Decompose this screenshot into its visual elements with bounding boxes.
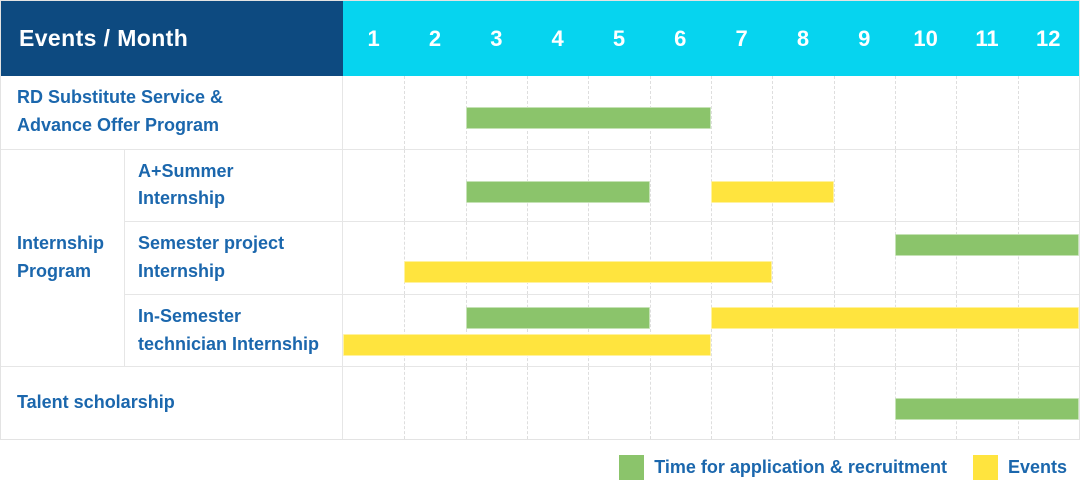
month-header-9: 9 [858,25,871,51]
month-gridline [956,76,958,149]
month-gridline [465,294,467,367]
month-gridline [895,76,896,149]
month-gridline [895,294,896,367]
month-gridline [895,222,896,294]
month-gridline [588,294,590,367]
row-label-talent-scholarship: Talent scholarship [1,366,343,439]
month-gridline [956,294,958,367]
label-text: In-Semester [138,305,242,326]
label-text: technician Internship [138,333,320,354]
label-text: Semester project [138,233,285,254]
month-gridline [465,222,467,294]
month-header-6: 6 [674,25,687,51]
legend-item-application: Time for application & recruitment [619,454,947,480]
month-header-12: 12 [1036,25,1061,51]
month-gridline [649,294,651,367]
month-gridline [956,149,958,222]
label-text: Internship [17,233,105,254]
month-gridline [527,294,528,367]
gantt-bar-events [711,306,1079,329]
gantt-bar-events [343,333,711,356]
month-gridline [1017,222,1019,294]
month-gridline [404,222,406,294]
month-gridline [772,367,774,439]
gantt-bar-application [465,306,650,329]
row-label-in-semester-technician-internship: In-Semester technician Internship [125,293,343,367]
month-gridline [1017,76,1019,149]
month-header-1: 1 [367,25,380,51]
legend: Time for application & recruitment Events [0,440,1080,494]
legend-label-events: Events [1007,456,1067,477]
month-gridline [404,149,406,222]
month-gridline [527,222,528,294]
chart-row-rd-substitute-service-advance-offer-program [343,76,1079,149]
month-header-2: 2 [428,25,442,51]
gantt-bar-application [895,398,1079,421]
month-gridline [711,367,712,439]
row-label-rd-substitute-service-advance-offer-program: RD Substitute Service & Advance Offer Pro… [1,76,343,149]
month-gridline [649,367,651,439]
month-gridline [711,294,712,367]
month-gridline [1017,294,1019,367]
group-label-internship-program: Internship Program [1,148,125,367]
month-gridline [404,367,406,439]
gantt-bar-application [465,180,650,203]
gantt-bar-application [465,107,711,129]
gantt-bar-events [711,180,834,203]
month-header-3: 3 [490,25,503,51]
month-header-10: 10 [913,25,938,51]
month-gridline [772,76,774,149]
gantt-grid: Events / Month 1 2 3 4 5 6 7 8 9 10 11 12 Internshi… [1,1,1079,439]
month-gridline [649,149,651,222]
month-gridline [588,367,590,439]
label-text: Internship [138,260,226,281]
label-text: RD Substitute Service & [17,87,224,108]
legend-label-application: Time for application & recruitment [654,456,947,477]
legend-swatch-green [619,454,645,480]
label-text: Talent scholarship [17,392,175,413]
header-events-month: Events / Month [1,1,343,76]
month-gridline [465,367,467,439]
legend-swatch-yellow [972,454,998,480]
label-text: A+Summer [138,160,234,181]
month-gridline [895,149,896,222]
gantt-table: Events / Month 1 2 3 4 5 6 7 8 9 10 11 12 Internshi… [0,0,1080,440]
month-header-7: 7 [735,25,748,51]
month-header-row: 1 2 3 4 5 6 7 8 9 10 11 12 [343,1,1079,76]
month-gridline [649,222,651,294]
month-header-5: 5 [612,25,626,51]
month-gridline [711,222,712,294]
month-header-8: 8 [796,25,810,51]
month-gridline [833,222,835,294]
month-gridline [833,367,835,439]
month-gridline [772,222,774,294]
gantt-bar-application [895,234,1079,257]
month-gridline [772,294,774,367]
label-text: Advance Offer Program [17,115,220,136]
month-header-4: 4 [551,25,564,51]
row-label-a-summer-internship: A+Summer Internship [125,148,343,222]
month-gridline [833,294,835,367]
month-gridline [956,222,958,294]
chart-row-talent-scholarship [343,366,1079,439]
legend-item-events: Events [972,454,1067,480]
month-gridline [833,149,835,222]
chart-row-a-summer-internship [343,148,1079,222]
month-gridline [588,222,590,294]
label-text: Internship [138,188,226,209]
month-gridline [404,76,406,149]
gantt-bar-events [404,261,773,284]
row-label-semester-project-internship: Semester project Internship [125,221,343,294]
month-header-11: 11 [975,25,999,51]
month-gridline [527,367,528,439]
label-text: Program [17,260,92,281]
chart-row-in-semester-technician-internship [343,293,1079,367]
chart-row-semester-project-internship [343,221,1079,294]
month-gridline [404,294,406,367]
month-gridline [833,76,835,149]
month-gridline [711,76,712,149]
month-gridline [1017,149,1019,222]
